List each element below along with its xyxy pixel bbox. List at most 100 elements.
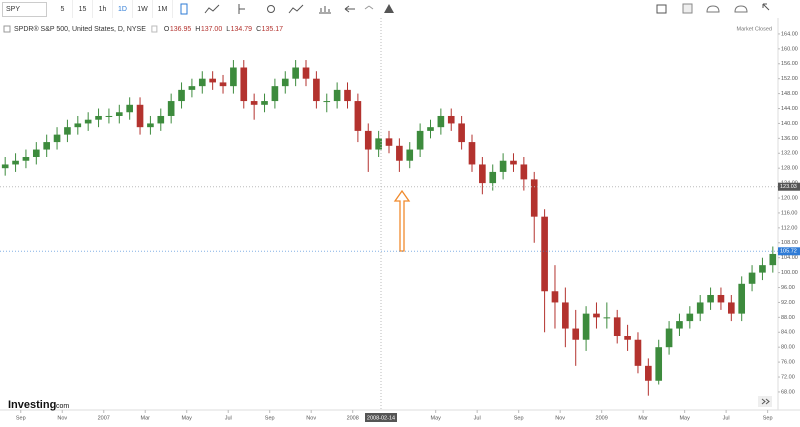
interval-group: 5 15 1h 1D 1W 1M — [53, 0, 173, 18]
y-tick-label: 100.00 — [781, 270, 798, 276]
candle-body — [489, 171, 497, 184]
x-tick-label: Nov — [57, 415, 67, 421]
y-tick-label: 84.00 — [781, 330, 795, 336]
crosshair-y-box — [778, 182, 800, 191]
legend-box — [151, 25, 158, 33]
candle-body — [510, 160, 517, 165]
ohlc-label: H — [195, 26, 200, 33]
candle-body — [198, 78, 206, 87]
candle-body — [230, 67, 237, 87]
logo: Investing — [8, 399, 56, 411]
icon-undo[interactable] — [344, 5, 355, 13]
x-tick-label: Jul — [474, 415, 481, 421]
icon-redo[interactable] — [364, 5, 374, 10]
x-tick-label: Sep — [16, 415, 26, 421]
interval-button[interactable]: 1D — [113, 0, 133, 18]
candle-body — [665, 328, 673, 348]
candle-body — [240, 67, 248, 102]
candle-body — [354, 101, 362, 131]
candle-body — [53, 134, 61, 143]
candle-body — [728, 302, 735, 314]
candle-body — [603, 317, 611, 319]
interval-button[interactable]: 1W — [133, 0, 153, 18]
candle-body — [645, 365, 652, 381]
market-status: Market Closed — [737, 26, 772, 32]
y-tick-label: 144.00 — [781, 106, 798, 112]
icon-compare[interactable] — [288, 4, 304, 14]
icon-layout[interactable] — [682, 3, 693, 14]
candle-body — [271, 86, 279, 102]
candle-body — [499, 160, 507, 172]
candle-body — [302, 67, 310, 79]
candle-body — [261, 101, 268, 105]
candle-body — [126, 104, 133, 113]
ohlc-value: 136.95 — [170, 26, 192, 33]
legend-toggle[interactable] — [3, 25, 11, 33]
candle-body — [562, 302, 569, 329]
y-tick-label: 80.00 — [781, 345, 795, 351]
candle-body — [686, 313, 694, 322]
icon-chart[interactable] — [319, 6, 331, 14]
y-tick-label: 152.00 — [781, 76, 798, 82]
y-tick-label: 160.00 — [781, 46, 798, 52]
candle-body — [416, 130, 424, 150]
annotation-arrow — [393, 189, 411, 252]
icon-camera[interactable] — [656, 4, 667, 14]
candle-body — [572, 328, 580, 340]
candle-body — [188, 86, 196, 90]
toolbar: SPY 5 15 1h 1D 1W 1M — [0, 0, 800, 19]
candle-body — [593, 313, 600, 318]
crosshair-x-box — [365, 413, 397, 422]
candle-body — [364, 130, 372, 150]
ohlc-label: L — [226, 26, 230, 33]
candle-body — [333, 89, 341, 102]
x-tick-label: Nov — [555, 415, 565, 421]
x-tick-label: Jul — [225, 415, 232, 421]
icon-draw[interactable] — [238, 4, 245, 14]
x-tick-label: 2007 — [98, 415, 110, 421]
candle-body — [427, 127, 434, 131]
interval-button[interactable]: 1M — [153, 0, 173, 18]
candle-body — [136, 104, 144, 128]
candle-body — [738, 283, 746, 314]
y-tick-label: 88.00 — [781, 315, 795, 321]
candle-body — [178, 89, 185, 102]
icon-settings[interactable] — [267, 5, 275, 13]
candle-body — [115, 112, 123, 116]
icon-alert[interactable] — [384, 4, 394, 13]
candle-body — [634, 339, 642, 366]
x-tick-label: Mar — [140, 415, 150, 421]
x-tick-label: 2009 — [596, 415, 608, 421]
last-price-label: 105.72 — [780, 249, 797, 255]
interval-button[interactable]: 15 — [73, 0, 93, 18]
y-tick-label: 104.00 — [781, 255, 798, 261]
y-tick-label: 116.00 — [781, 210, 797, 216]
candle-body — [655, 347, 663, 381]
x-tick-label: May — [430, 415, 441, 421]
toolbar-icons — [180, 3, 770, 15]
candle-body — [323, 101, 331, 103]
candle-body — [613, 317, 621, 337]
crosshair-y-label: 123.03 — [780, 184, 797, 190]
x-tick-label: May — [679, 415, 690, 421]
interval-button[interactable]: 5 — [53, 0, 73, 18]
y-tick-label: 76.00 — [781, 360, 795, 366]
candle-body — [437, 115, 445, 128]
icon-cloud-load[interactable] — [734, 5, 748, 13]
icon-candles[interactable] — [180, 3, 188, 15]
ohlc-label: O — [164, 26, 170, 33]
icon-indicators[interactable] — [204, 4, 220, 14]
icon-fullscreen[interactable] — [762, 3, 770, 11]
candle-body — [313, 78, 320, 102]
interval-button[interactable]: 1h — [93, 0, 113, 18]
y-tick-label: 96.00 — [781, 285, 795, 291]
icon-cloud-save[interactable] — [706, 5, 720, 13]
y-tick-label: 164.00 — [781, 31, 798, 37]
y-tick-label: 148.00 — [781, 91, 798, 97]
candle-body — [748, 272, 756, 284]
x-tick-label: Nov — [306, 415, 316, 421]
last-price-box — [778, 247, 800, 256]
y-tick-label: 68.00 — [781, 389, 795, 395]
symbol-input[interactable]: SPY — [2, 1, 47, 17]
candle-body — [696, 302, 704, 314]
